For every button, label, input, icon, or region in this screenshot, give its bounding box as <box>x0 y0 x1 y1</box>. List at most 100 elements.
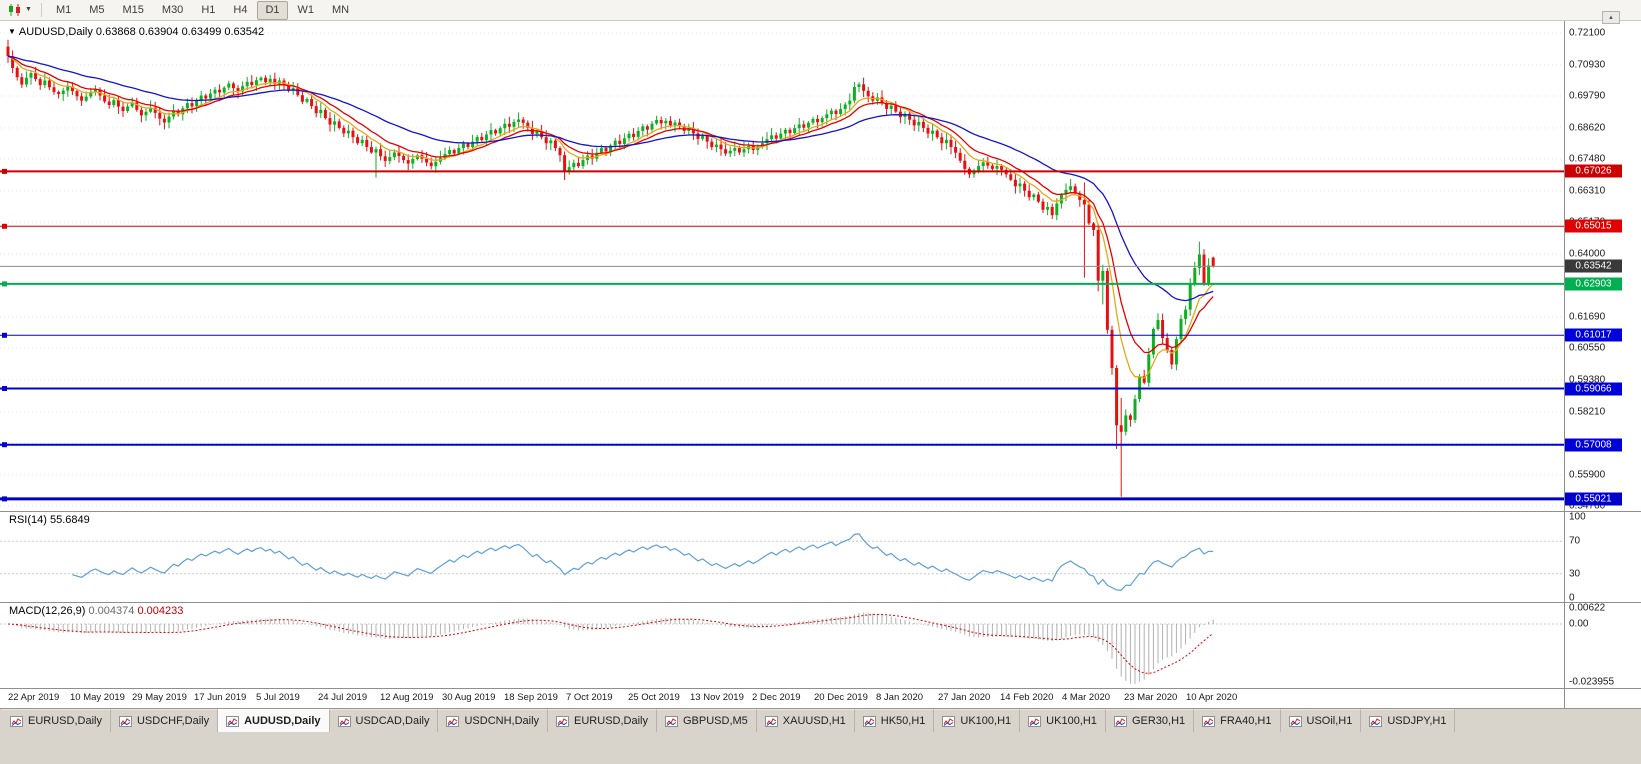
candle <box>650 123 654 130</box>
chart-tab-uk100-h1[interactable]: UK100,H1 <box>1020 709 1106 732</box>
chart-tab-usdchf-daily[interactable]: USDCHF,Daily <box>110 709 219 732</box>
candle <box>89 91 93 97</box>
chart-tab-label: USOil,H1 <box>1306 715 1353 727</box>
price-axis[interactable]: 0.72100 0.70930 0.69790 0.68620 0.67480 0.663… <box>1565 20 1641 708</box>
symbol-marker-icon: ▼ <box>8 27 16 36</box>
candle <box>1119 425 1123 432</box>
chart-tab-xauusd-h1[interactable]: XAUUSD,H1 <box>756 709 855 732</box>
chart-tab-fra40-h1[interactable]: FRA40,H1 <box>1194 709 1281 732</box>
candle <box>793 128 797 134</box>
chart-tab-usdcad-daily[interactable]: USDCAD,Daily <box>329 709 439 732</box>
candle <box>659 120 663 124</box>
main-chart[interactable] <box>0 20 1564 511</box>
candle <box>434 161 438 167</box>
line-handle[interactable] <box>2 386 7 391</box>
line-handle[interactable] <box>2 223 7 229</box>
panel-resize-separator[interactable] <box>0 602 1641 603</box>
candle <box>415 155 419 159</box>
candle <box>1096 229 1100 281</box>
candle <box>935 130 939 138</box>
line-handle[interactable] <box>2 496 7 502</box>
chart-tab-eurusd-daily[interactable]: EURUSD,Daily <box>2 709 111 732</box>
chart-tab-label: XAUUSD,H1 <box>782 715 846 727</box>
candle <box>834 110 838 114</box>
macd-histogram <box>12 612 1214 684</box>
scroll-up-button[interactable]: ▲ <box>1602 11 1620 24</box>
line-handle[interactable] <box>2 442 7 448</box>
timeframe-button-mn[interactable]: MN <box>332 3 350 16</box>
chart-tab-hk50-h1[interactable]: HK50,H1 <box>854 709 935 732</box>
candle <box>829 110 833 115</box>
candle <box>365 139 369 147</box>
candle <box>572 162 576 168</box>
macd-signal-value: 0.004233 <box>137 605 184 617</box>
axis-border <box>1564 20 1565 708</box>
candle <box>990 165 994 169</box>
candle <box>880 97 884 104</box>
candle <box>388 157 392 161</box>
timeframe-button-h4[interactable]: H4 <box>233 3 248 16</box>
chart-tab-bar: EURUSD,Daily USDCHF,Daily AUDUSD,Daily USDC… <box>0 708 1641 764</box>
candle <box>1202 254 1206 284</box>
panel-resize-separator[interactable] <box>0 511 1641 512</box>
chart-tab-icon <box>10 715 23 727</box>
chart-tab-usdjpy-h1[interactable]: USDJPY,H1 <box>1361 709 1456 732</box>
time-axis[interactable]: 22 Apr 2019 10 May 2019 29 May 2019 17 Jun … <box>0 689 1564 707</box>
candle <box>61 90 65 95</box>
candle <box>1105 270 1109 330</box>
rsi-axis-label: 0 <box>1569 592 1575 604</box>
chart-tab-gbpusd-m5[interactable]: GBPUSD,M5 <box>657 709 757 732</box>
timeframe-button-h1[interactable]: H1 <box>201 3 216 16</box>
candle <box>227 83 231 88</box>
timeframe-button-d1[interactable]: D1 <box>257 0 288 20</box>
macd-panel[interactable] <box>0 603 1564 688</box>
candle <box>1009 174 1013 180</box>
candle <box>241 86 245 92</box>
candle <box>162 118 166 123</box>
candle <box>259 77 263 81</box>
timeframe-button-m1[interactable]: M1 <box>55 3 72 16</box>
candle <box>149 107 153 112</box>
date-axis-label: 7 Oct 2019 <box>566 692 613 703</box>
candle <box>609 145 613 152</box>
timeframe-button-m15[interactable]: M15 <box>122 3 144 16</box>
chart-tab-eurusd-daily[interactable]: EURUSD,Daily <box>548 709 657 732</box>
line-handle[interactable] <box>2 281 7 287</box>
candle <box>797 124 801 129</box>
candle <box>802 124 806 128</box>
chart-tab-label: USDCHF,Daily <box>136 715 210 727</box>
timeframe-button-m30[interactable]: M30 <box>161 3 184 16</box>
chart-tab-label: EURUSD,Daily <box>28 715 102 727</box>
candle <box>208 93 212 99</box>
chart-tab-ger30-h1[interactable]: GER30,H1 <box>1105 709 1195 732</box>
candle <box>448 150 452 155</box>
timeframe-button-m5[interactable]: M5 <box>89 3 105 16</box>
candle <box>770 135 774 140</box>
date-axis-label: 10 Apr 2020 <box>1186 692 1238 703</box>
macd-name: MACD(12,26,9) <box>9 605 86 617</box>
line-handle[interactable] <box>2 168 7 174</box>
candle <box>664 120 668 124</box>
chart-tab-uk100-h1[interactable]: UK100,H1 <box>934 709 1021 732</box>
chart-tabs: EURUSD,Daily USDCHF,Daily AUDUSD,Daily USDC… <box>0 709 1641 732</box>
rsi-panel[interactable] <box>0 512 1564 602</box>
candle <box>627 133 631 139</box>
timeframe-button-w1[interactable]: W1 <box>297 3 315 16</box>
price-badge-0.65015: 0.65015 <box>1565 219 1622 233</box>
candle <box>512 121 516 127</box>
candle <box>986 162 990 166</box>
chart-tab-usdcnh-daily[interactable]: USDCNH,Daily <box>438 709 549 732</box>
candle <box>323 109 327 119</box>
candle <box>126 106 130 111</box>
line-handle[interactable] <box>2 332 7 338</box>
candle <box>374 149 378 153</box>
chart-tab-usoil-h1[interactable]: USOil,H1 <box>1280 709 1362 732</box>
chart-tab-label: AUDUSD,Daily <box>244 715 321 727</box>
price-badge-0.61017: 0.61017 <box>1565 328 1622 342</box>
date-axis-label: 24 Jul 2019 <box>318 692 368 703</box>
candle <box>613 140 617 146</box>
chart-tab-audusd-daily[interactable]: AUDUSD,Daily <box>218 709 330 732</box>
chart-type-dropdown[interactable]: ▼ <box>4 1 35 19</box>
current-price-badge: 0.63542 <box>1565 259 1622 273</box>
candle <box>820 118 824 123</box>
